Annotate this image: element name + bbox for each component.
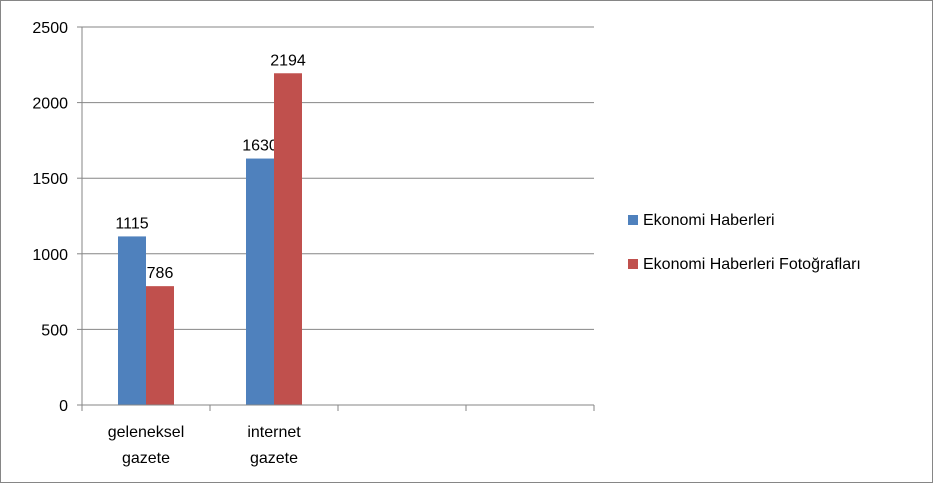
y-tick-label: 2000 (32, 96, 68, 113)
y-tick-label: 500 (41, 322, 68, 339)
y-tick-label: 2500 (32, 20, 68, 37)
legend-label: Ekonomi Haberleri (643, 212, 775, 229)
bar-1 (246, 158, 274, 405)
bar-2 (146, 286, 174, 405)
data-label: 786 (147, 265, 174, 282)
bar-1 (118, 236, 146, 405)
legend-swatch (628, 215, 638, 225)
data-label: 1115 (115, 215, 148, 232)
data-label: 2194 (270, 52, 306, 69)
bar-2 (274, 73, 302, 405)
y-tick-label: 1000 (32, 247, 68, 264)
y-tick-label: 0 (59, 398, 68, 415)
legend-swatch (628, 259, 638, 269)
legend-label: Ekonomi Haberleri Fotoğrafları (643, 256, 861, 273)
data-label: 1630 (242, 138, 278, 155)
x-tick-label: gazete (122, 450, 170, 467)
x-tick-label: gazete (250, 450, 298, 467)
x-tick-label: geleneksel (108, 424, 185, 441)
x-tick-label: internet (247, 424, 301, 441)
y-tick-label: 1500 (32, 171, 68, 188)
